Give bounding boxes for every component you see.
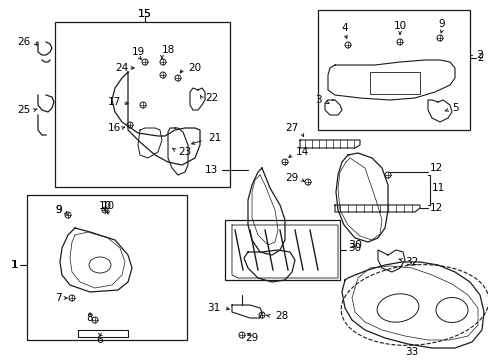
Text: 31: 31 <box>206 303 220 313</box>
Text: 13: 13 <box>204 165 218 175</box>
Text: 10: 10 <box>393 21 406 31</box>
Text: 2: 2 <box>476 53 483 63</box>
Text: 21: 21 <box>207 133 221 143</box>
Bar <box>27 195 186 340</box>
Text: 15: 15 <box>138 9 152 19</box>
Text: 9: 9 <box>55 205 62 215</box>
Text: 11: 11 <box>431 183 445 193</box>
Text: 32: 32 <box>404 257 417 267</box>
Text: 28: 28 <box>274 311 287 321</box>
Text: 25: 25 <box>17 105 30 115</box>
Text: 5: 5 <box>451 103 458 113</box>
Text: 15: 15 <box>138 9 152 19</box>
Text: 17: 17 <box>108 97 121 107</box>
Text: 9: 9 <box>438 19 445 29</box>
Text: 7: 7 <box>55 293 62 303</box>
Text: 4: 4 <box>341 23 347 33</box>
Text: 18: 18 <box>162 45 175 55</box>
Text: 30: 30 <box>347 243 360 253</box>
Text: 1: 1 <box>11 260 18 270</box>
Text: 12: 12 <box>429 203 442 213</box>
Bar <box>224 220 339 280</box>
Bar <box>317 10 469 130</box>
Text: 9: 9 <box>55 205 62 215</box>
Text: 2: 2 <box>475 50 482 60</box>
Text: 26: 26 <box>17 37 30 47</box>
Text: 33: 33 <box>405 347 418 357</box>
Bar <box>55 22 229 187</box>
Text: 16: 16 <box>108 123 121 133</box>
Text: 24: 24 <box>115 63 128 73</box>
Text: 27: 27 <box>284 123 297 133</box>
Text: 14: 14 <box>295 147 308 157</box>
Text: 29: 29 <box>245 333 258 343</box>
Text: 30: 30 <box>347 240 361 250</box>
Text: 10: 10 <box>98 201 111 211</box>
Text: 6: 6 <box>97 335 103 345</box>
Text: 29: 29 <box>284 173 297 183</box>
Text: 19: 19 <box>131 47 144 57</box>
Text: 3: 3 <box>315 95 321 105</box>
Text: 12: 12 <box>429 163 442 173</box>
Text: 23: 23 <box>178 147 191 157</box>
Text: 20: 20 <box>187 63 201 73</box>
Text: 1: 1 <box>11 260 18 270</box>
Text: 10: 10 <box>101 201 114 211</box>
Text: 22: 22 <box>204 93 218 103</box>
Bar <box>369 72 419 94</box>
Text: 8: 8 <box>86 313 93 323</box>
